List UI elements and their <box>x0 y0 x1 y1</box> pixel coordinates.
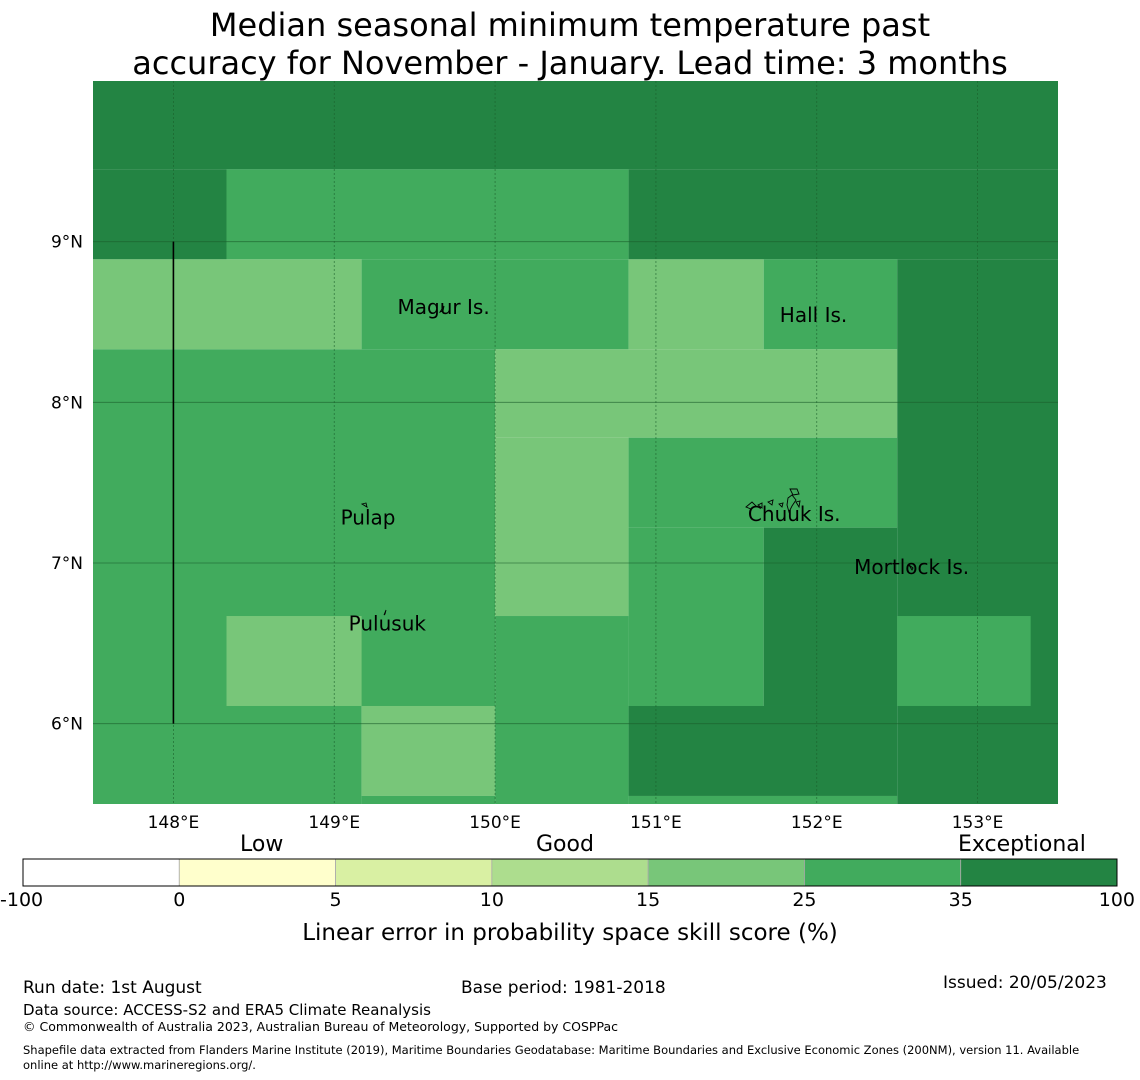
run-date: Run date: 1st August <box>23 978 202 998</box>
colorbar-segment-0 <box>22 858 180 887</box>
island-outline-10 <box>908 564 914 571</box>
place-label-4: Mortlock Is. <box>854 555 969 579</box>
shapefile-credit-line-1: Shapefile data extracted from Flanders M… <box>23 1043 1080 1057</box>
skill-cell-0 <box>93 81 1058 170</box>
chart-title-line-2: accuracy for November - January. Lead ti… <box>132 44 1008 82</box>
skill-cell-18 <box>93 705 362 804</box>
place-label-5: Pulusuk <box>349 611 427 635</box>
latitude-axis: 9°N 8°N 7°N 6°N <box>51 233 83 735</box>
category-good: Good <box>536 832 594 857</box>
colorbar-tick-1: 0 <box>173 889 186 911</box>
lon-tick-label-4: 152°E <box>791 813 843 833</box>
lat-tick-label-3: 6°N <box>51 715 83 735</box>
skill-cell-13 <box>628 527 764 706</box>
skill-cell-19 <box>361 705 496 796</box>
island-outline-5 <box>767 499 774 506</box>
skill-cell-3 <box>628 169 1058 260</box>
lon-tick-label-2: 150°E <box>469 813 521 833</box>
skill-cell-2 <box>226 169 629 260</box>
colorbar-frame <box>22 858 1118 887</box>
island-outline-8 <box>789 488 800 496</box>
colorbar-segment-4 <box>647 858 805 887</box>
category-exceptional: Exceptional <box>958 832 1086 857</box>
colorbar-label: Linear error in probability space skill … <box>302 920 838 946</box>
colorbar-segment-1 <box>178 858 336 887</box>
skill-cell-15 <box>495 616 629 706</box>
skill-cell-7 <box>763 259 898 350</box>
island-outline-1 <box>360 502 368 508</box>
data-source: Data source: ACCESS-S2 and ERA5 Climate … <box>23 1001 431 1019</box>
colorbar-tick-5: 25 <box>792 889 817 911</box>
longitude-axis: 148°E 149°E 150°E 151°E 152°E 153°E <box>148 813 1004 833</box>
island-outline-0 <box>438 305 445 313</box>
lon-tick-label-0: 148°E <box>148 813 200 833</box>
colorbar-tick-6: 35 <box>948 889 973 911</box>
lat-tick-label-2: 7°N <box>51 554 83 574</box>
island-outline-7 <box>786 494 797 514</box>
skill-cell-14 <box>763 527 898 706</box>
colorbar <box>22 858 1118 887</box>
place-label-2: Pulap <box>341 505 396 529</box>
colorbar-tick-3: 10 <box>479 889 504 911</box>
lat-tick-label-1: 8°N <box>51 393 83 413</box>
skill-cell-22 <box>628 705 898 796</box>
island-outline-3 <box>745 501 757 510</box>
place-label-1: Hall Is. <box>780 303 847 327</box>
skill-cell-12 <box>628 437 898 528</box>
skill-cell-23 <box>628 795 898 804</box>
skill-cell-1 <box>93 169 227 260</box>
colorbar-tick-2: 5 <box>329 889 342 911</box>
island-outline-9 <box>795 500 801 509</box>
colorbar-segment-5 <box>804 858 962 887</box>
skill-cell-6 <box>628 259 764 350</box>
lat-tick-label-0: 9°N <box>51 233 83 253</box>
skill-cell-17 <box>897 616 1031 706</box>
skill-cell-10 <box>495 349 898 438</box>
issued-date: Issued: 20/05/2023 <box>943 973 1107 993</box>
lon-tick-label-5: 153°E <box>952 813 1004 833</box>
island-outline-4 <box>757 502 763 509</box>
chart-title: Median seasonal minimum temperature past… <box>0 6 1140 82</box>
skill-cell-16 <box>226 616 362 706</box>
lon-tick-label-3: 151°E <box>630 813 682 833</box>
map-figure: Magur Is. Hall Is. Pulap Chuuk Is. Mortlock … <box>51 81 1058 833</box>
chart-title-line-1: Median seasonal minimum temperature past <box>209 6 931 44</box>
colorbar-tick-0: -100 <box>0 889 44 911</box>
place-labels: Magur Is. Hall Is. Pulap Chuuk Is. Mortlock … <box>341 295 970 636</box>
island-outlines <box>360 305 914 616</box>
copyright: © Commonwealth of Australia 2023, Austra… <box>23 1019 618 1034</box>
category-low: Low <box>240 832 284 857</box>
skill-cell-11 <box>495 437 629 617</box>
skill-cell-21 <box>495 705 629 804</box>
skill-cell-20 <box>361 795 496 804</box>
colorbar-tick-4: 15 <box>636 889 661 911</box>
lon-tick-label-1: 149°E <box>308 813 360 833</box>
skill-cell-4 <box>93 259 362 350</box>
skill-grid <box>93 81 1058 805</box>
colorbar-tick-7: 100 <box>1098 889 1135 911</box>
colorbar-segment-6 <box>960 858 1118 887</box>
base-period: Base period: 1981-2018 <box>461 978 666 998</box>
shapefile-credit-line-2: online at http://www.marineregions.org/. <box>23 1058 256 1072</box>
colorbar-segment-2 <box>335 858 493 887</box>
island-outline-2 <box>383 609 387 616</box>
colorbar-segment-3 <box>491 858 649 887</box>
island-outline-6 <box>778 502 784 508</box>
place-label-0: Magur Is. <box>398 295 490 319</box>
place-label-3: Chuuk Is. <box>748 502 841 526</box>
